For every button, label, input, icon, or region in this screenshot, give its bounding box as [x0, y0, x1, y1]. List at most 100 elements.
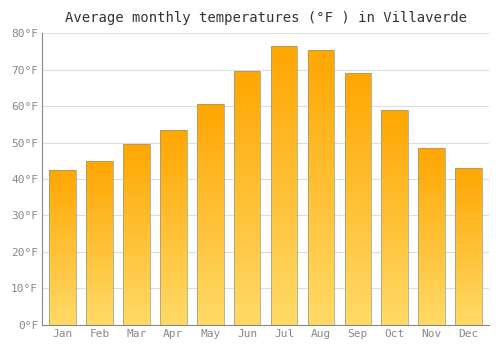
Bar: [234, 269, 260, 274]
Bar: [86, 233, 113, 236]
Bar: [456, 199, 482, 203]
Bar: [382, 265, 408, 269]
Bar: [50, 241, 76, 244]
Bar: [271, 158, 297, 163]
Bar: [271, 68, 297, 74]
Bar: [50, 235, 76, 238]
Bar: [197, 228, 224, 232]
Bar: [123, 231, 150, 234]
Bar: [123, 314, 150, 317]
Bar: [86, 275, 113, 279]
Bar: [456, 177, 482, 181]
Bar: [418, 300, 445, 303]
Bar: [50, 213, 76, 216]
Bar: [197, 170, 224, 175]
Bar: [308, 83, 334, 88]
Bar: [123, 289, 150, 292]
Bar: [344, 194, 371, 199]
Bar: [86, 161, 113, 164]
Bar: [160, 176, 186, 181]
Bar: [382, 273, 408, 278]
Bar: [50, 195, 76, 198]
Bar: [308, 149, 334, 154]
Bar: [418, 258, 445, 261]
Bar: [308, 226, 334, 231]
Bar: [308, 165, 334, 171]
Bar: [271, 202, 297, 208]
Bar: [86, 321, 113, 325]
Bar: [344, 264, 371, 270]
Bar: [418, 201, 445, 204]
Bar: [382, 135, 408, 140]
Bar: [197, 250, 224, 254]
Bar: [197, 241, 224, 245]
Bar: [123, 224, 150, 227]
Bar: [271, 247, 297, 252]
Bar: [197, 104, 224, 109]
Bar: [160, 192, 186, 196]
Bar: [50, 309, 76, 312]
Bar: [123, 144, 150, 325]
Bar: [160, 313, 186, 317]
Bar: [456, 224, 482, 228]
Bar: [382, 161, 408, 166]
Bar: [308, 88, 334, 94]
Bar: [418, 314, 445, 318]
Bar: [123, 144, 150, 148]
Bar: [197, 285, 224, 289]
Bar: [456, 265, 482, 268]
Bar: [123, 281, 150, 285]
Bar: [308, 319, 334, 325]
Bar: [197, 131, 224, 135]
Bar: [271, 174, 297, 180]
Bar: [344, 209, 371, 214]
Bar: [234, 147, 260, 153]
Bar: [456, 190, 482, 193]
Bar: [86, 312, 113, 315]
Bar: [86, 299, 113, 302]
Bar: [271, 196, 297, 202]
Bar: [382, 114, 408, 118]
Bar: [197, 197, 224, 201]
Bar: [382, 110, 408, 114]
Bar: [86, 184, 113, 187]
Bar: [456, 240, 482, 243]
Bar: [160, 219, 186, 223]
Bar: [160, 153, 186, 157]
Bar: [456, 171, 482, 174]
Bar: [418, 169, 445, 173]
Bar: [160, 298, 186, 301]
Bar: [308, 264, 334, 270]
Bar: [344, 124, 371, 128]
Bar: [234, 163, 260, 168]
Bar: [271, 241, 297, 247]
Bar: [382, 131, 408, 135]
Bar: [50, 300, 76, 303]
Bar: [382, 247, 408, 252]
Bar: [344, 164, 371, 169]
Bar: [160, 274, 186, 278]
Bar: [123, 162, 150, 166]
Bar: [418, 183, 445, 187]
Bar: [308, 209, 334, 215]
Bar: [123, 267, 150, 271]
Bar: [160, 149, 186, 153]
Bar: [234, 304, 260, 309]
Bar: [86, 318, 113, 321]
Bar: [308, 259, 334, 264]
Bar: [344, 304, 371, 310]
Bar: [308, 198, 334, 204]
Bar: [234, 102, 260, 107]
Bar: [456, 287, 482, 290]
Bar: [382, 217, 408, 222]
Bar: [50, 275, 76, 278]
Bar: [456, 206, 482, 209]
Bar: [271, 191, 297, 196]
Bar: [50, 281, 76, 285]
Bar: [86, 249, 113, 253]
Bar: [271, 208, 297, 213]
Bar: [50, 226, 76, 229]
Bar: [271, 146, 297, 152]
Bar: [86, 167, 113, 170]
Bar: [456, 250, 482, 253]
